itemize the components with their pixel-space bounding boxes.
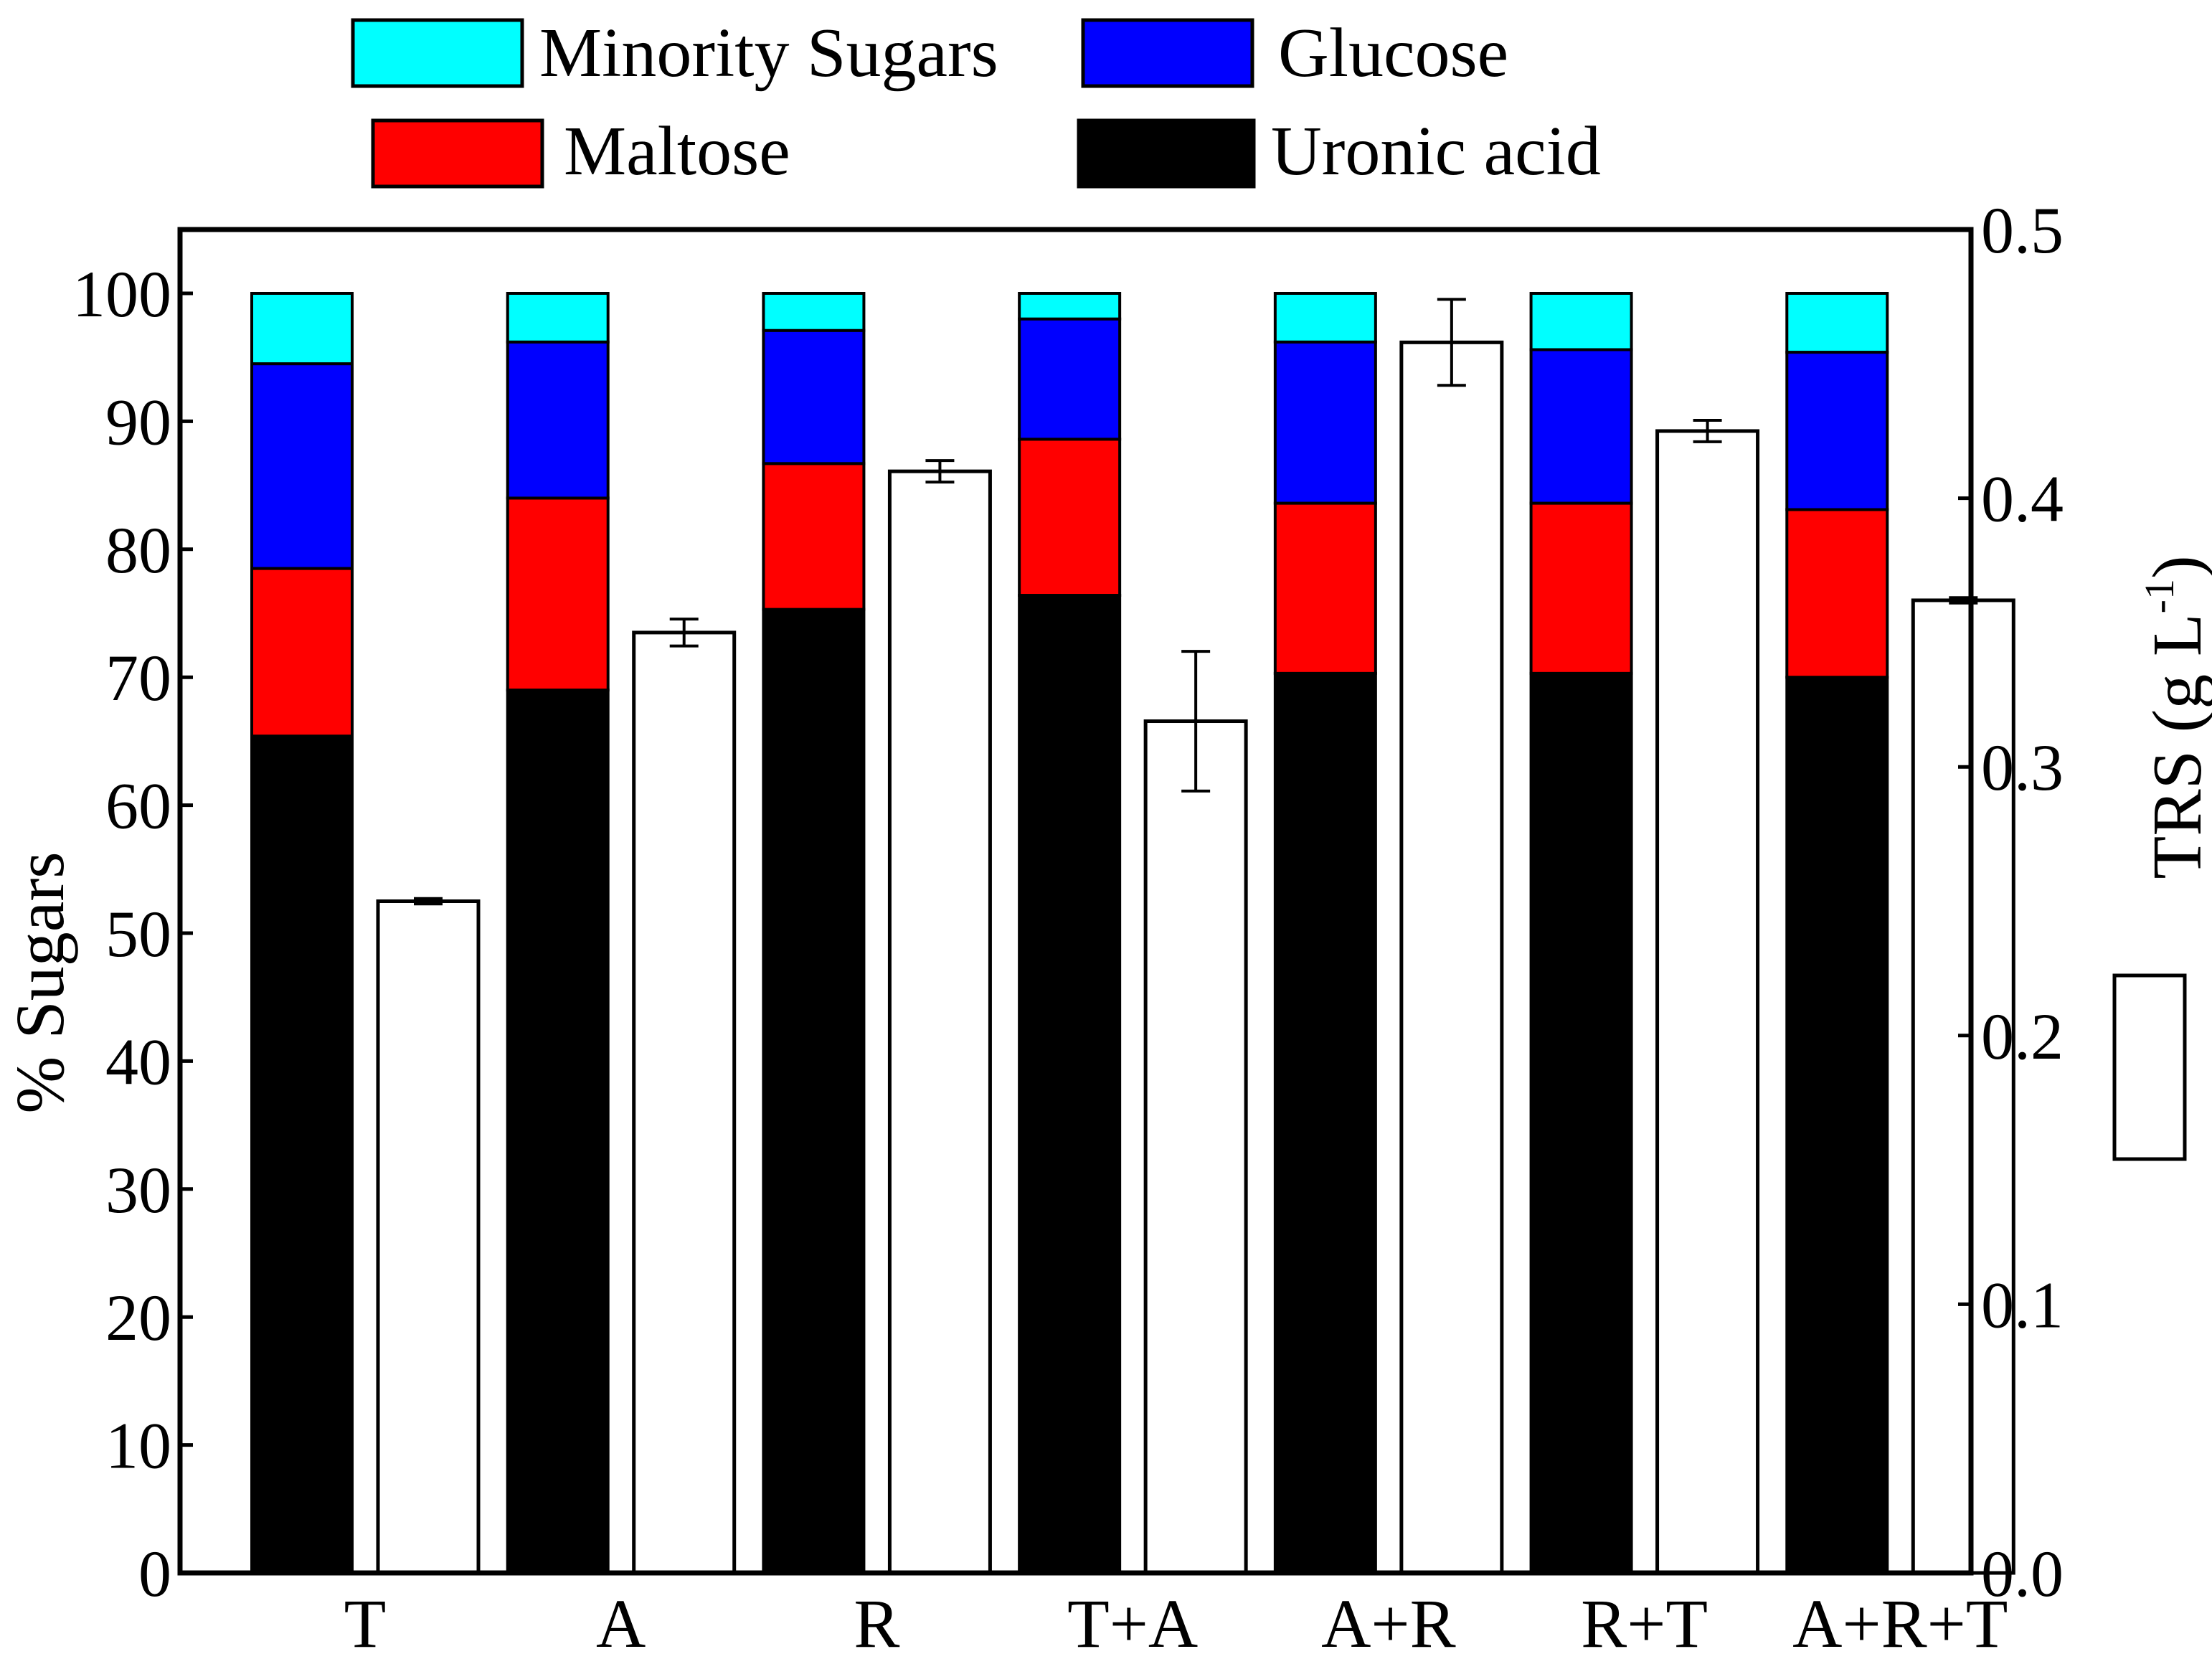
bar-trs-r-t: [1655, 429, 1760, 1575]
bar-glucose-r-t: [1529, 348, 1633, 505]
y-tick-label: 80: [105, 514, 171, 587]
legend-swatch-glucose: [1081, 18, 1254, 88]
legend-label-minority-sugars: Minority Sugars: [539, 14, 998, 92]
x-tick-label-r: R: [854, 1585, 899, 1659]
bar-trs-a-r: [1399, 340, 1504, 1575]
bar-uronic-acid-r-t: [1529, 671, 1633, 1574]
y-tick-label: 100: [72, 257, 171, 331]
bar-maltose-r: [762, 462, 866, 611]
x-tick-label-t-a: T+A: [1067, 1585, 1198, 1659]
bar-maltose-a-r-t: [1785, 508, 1889, 679]
bar-uronic-acid-t-a: [1018, 594, 1122, 1574]
legend: Minority Sugars Glucose Maltose Uronic a…: [351, 14, 1601, 190]
y2-axis-label-sup: -1: [2136, 579, 2183, 613]
y-tick-label: 40: [105, 1025, 171, 1098]
x-tick-label-t: T: [344, 1585, 387, 1659]
legend-swatch-minority-sugars: [351, 18, 524, 88]
y-tick-label: 10: [105, 1409, 171, 1483]
y-axis-label: % Sugars: [1, 851, 78, 1113]
x-axis: T A R T+A A+R R+T A+R+T: [321, 1561, 2008, 1659]
bar-glucose-a: [506, 340, 610, 500]
bar-maltose-t-a: [1018, 438, 1122, 597]
bar-uronic-acid-a: [506, 689, 610, 1574]
bar-minority-sugars-a-r: [1273, 292, 1377, 344]
plot-frame: [177, 227, 1974, 1576]
legend-swatch-maltose: [371, 118, 544, 189]
bar-glucose-t: [250, 362, 354, 570]
bar-glucose-a-r-t: [1785, 351, 1889, 511]
legend-label-uronic-acid: Uronic acid: [1271, 113, 1601, 190]
y-tick-label: 0: [138, 1537, 171, 1610]
bar-maltose-a: [506, 496, 610, 692]
bar-minority-sugars-r-t: [1529, 292, 1633, 351]
bar-uronic-acid-r: [762, 608, 866, 1575]
bar-minority-sugars-a: [506, 292, 610, 344]
y2-axis: 0.0 0.1 0.2 0.3 0.4 0.5: [1958, 194, 2064, 1610]
trs-bars: [376, 298, 2015, 1575]
x-tick-label-r-t: R+T: [1581, 1585, 1708, 1659]
bar-uronic-acid-a-r: [1273, 671, 1377, 1574]
legend-swatch-trs: [2112, 973, 2187, 1161]
y2-tick-label: 0.0: [1981, 1537, 2064, 1610]
y2-tick-label: 0.3: [1981, 731, 2064, 804]
bar-minority-sugars-t: [250, 292, 354, 366]
y2-tick-label: 0.5: [1981, 194, 2064, 267]
legend-label-maltose: Maltose: [564, 113, 790, 190]
x-tick-label-a-r-t: A+R+T: [1792, 1585, 2008, 1659]
bar-maltose-a-r: [1273, 501, 1377, 675]
bar-trs-t: [376, 899, 481, 1575]
y2-tick-label: 0.1: [1981, 1268, 2064, 1341]
bar-trs-r: [887, 469, 992, 1575]
legend-swatch-uronic-acid: [1077, 118, 1256, 189]
bar-minority-sugars-r: [762, 292, 866, 332]
bar-glucose-a-r: [1273, 340, 1377, 505]
bar-glucose-r: [762, 329, 866, 465]
bar-trs-t-a: [1143, 719, 1248, 1575]
bars: [250, 292, 1889, 1575]
y-tick-label: 90: [105, 385, 171, 458]
y2-tick-label: 0.4: [1981, 463, 2064, 536]
y2-tick-label: 0.2: [1981, 1000, 2064, 1073]
bar-trs-a: [632, 630, 737, 1575]
bar-maltose-t: [250, 567, 354, 738]
legend-label-glucose: Glucose: [1278, 14, 1508, 92]
y-tick-label: 50: [105, 897, 171, 970]
y-tick-label: 30: [105, 1153, 171, 1226]
bar-uronic-acid-t: [250, 734, 354, 1574]
bar-glucose-t-a: [1018, 317, 1122, 441]
y2-axis-label-main: TRS (g L: [2139, 613, 2212, 879]
y-tick-label: 60: [105, 770, 171, 843]
y-tick-label: 70: [105, 641, 171, 714]
bar-maltose-r-t: [1529, 501, 1633, 675]
bar-minority-sugars-t-a: [1018, 292, 1122, 321]
x-tick-label-a-r: A+R: [1321, 1585, 1456, 1659]
y-tick-label: 20: [105, 1281, 171, 1354]
bar-uronic-acid-a-r-t: [1785, 676, 1889, 1575]
y2-axis-label-close: ): [2139, 555, 2212, 579]
x-tick-label-a: A: [596, 1585, 646, 1659]
bar-minority-sugars-a-r-t: [1785, 292, 1889, 354]
y2-axis-label: TRS (g L-1): [2136, 555, 2212, 879]
y-axis: 0 10 20 30 40 50 60 70 80 90 100: [72, 257, 193, 1610]
